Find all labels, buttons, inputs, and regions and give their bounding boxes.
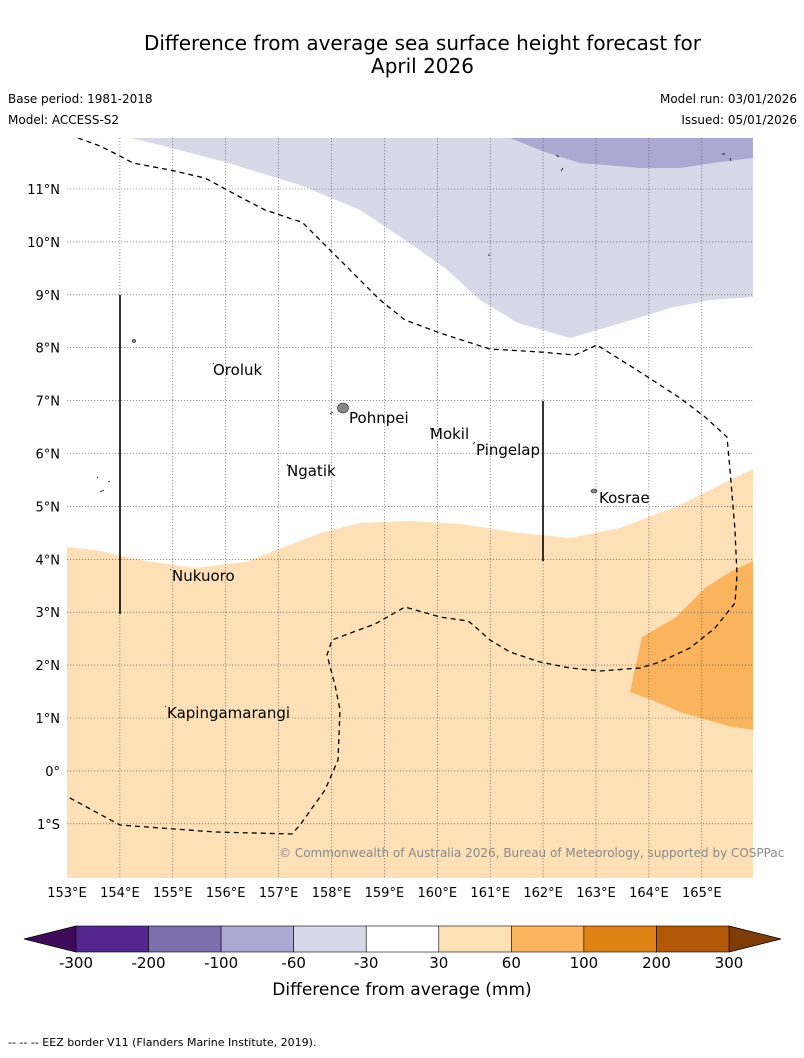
colorbar-above-max bbox=[728, 925, 782, 953]
colorbar-tick-label: -60 bbox=[281, 954, 306, 972]
lon-label: 165°E bbox=[682, 886, 722, 901]
lon-label: 161°E bbox=[470, 886, 510, 901]
lon-label: 159°E bbox=[365, 886, 405, 901]
atoll-marks bbox=[96, 153, 732, 708]
pohnpei-island bbox=[337, 402, 349, 414]
colorbar-segment bbox=[656, 925, 730, 953]
lat-label: 5°N bbox=[36, 500, 61, 515]
chart-title: Difference from average sea surface heig… bbox=[0, 32, 804, 78]
lat-label: 11°N bbox=[27, 183, 60, 198]
lat-label: 1°S bbox=[37, 818, 60, 833]
strong-negative-anomaly-region bbox=[510, 138, 753, 168]
label-pingelap: Pingelap bbox=[476, 441, 540, 459]
lat-label: 8°N bbox=[36, 342, 61, 357]
lat-label: 9°N bbox=[36, 289, 61, 304]
label-pohnpei: Pohnpei bbox=[349, 409, 409, 427]
colorbar-segment bbox=[438, 925, 512, 953]
title-line-2: April 2026 bbox=[371, 54, 474, 78]
small-islets-north bbox=[488, 153, 732, 256]
colorbar-segment bbox=[583, 925, 657, 953]
map-area bbox=[67, 138, 753, 878]
oroluk-atoll bbox=[212, 362, 215, 365]
lon-label: 160°E bbox=[418, 886, 458, 901]
colorbar-tick-label: -200 bbox=[132, 954, 166, 972]
colorbar-segment bbox=[511, 925, 585, 953]
label-kosrae: Kosrae bbox=[599, 489, 650, 507]
colorbar-segments bbox=[75, 925, 730, 953]
lat-label: 10°N bbox=[27, 236, 60, 251]
longitude-labels: 153°E 154°E 155°E 156°E 157°E 158°E 159°E 160°E… bbox=[47, 886, 721, 901]
issued-date: Issued: 05/01/2026 bbox=[681, 113, 797, 127]
lat-label: 0° bbox=[45, 765, 60, 780]
lon-label: 155°E bbox=[153, 886, 193, 901]
lon-label: 154°E bbox=[100, 886, 140, 901]
colorbar-below-min bbox=[23, 925, 77, 953]
lon-label: 158°E bbox=[312, 886, 352, 901]
pingelap-atoll bbox=[472, 441, 476, 445]
lon-label: 164°E bbox=[629, 886, 669, 901]
colorbar-segment bbox=[220, 925, 294, 953]
colorbar-tick-label: 60 bbox=[502, 954, 521, 972]
graticule bbox=[67, 138, 753, 878]
label-ngatik: Ngatik bbox=[287, 462, 336, 480]
islands bbox=[132, 339, 598, 494]
mokil-atoll bbox=[429, 427, 433, 431]
model-run: Model run: 03/01/2026 bbox=[659, 92, 797, 106]
small-islets-west bbox=[96, 476, 111, 493]
lat-label: 2°N bbox=[36, 659, 61, 674]
colorbar-ticks: -300 -200 -100 -60 -30 30 60 100 200 300 bbox=[59, 954, 743, 972]
lon-label: 153°E bbox=[47, 886, 87, 901]
lat-label: 1°N bbox=[36, 712, 61, 727]
colorbar: -300 -200 -100 -60 -30 30 60 100 200 300 Differen… bbox=[23, 925, 782, 1000]
kosrae-island bbox=[590, 488, 598, 494]
colorbar-tick-label: -100 bbox=[204, 954, 238, 972]
colorbar-segment bbox=[75, 925, 149, 953]
colorbar-segment bbox=[293, 925, 367, 953]
latitude-labels: 11°N 10°N 9°N 8°N 7°N 6°N 5°N 4°N 3°N 2°N 1°N 0° 1°S bbox=[27, 183, 60, 833]
lon-label: 156°E bbox=[206, 886, 246, 901]
eez-border-north bbox=[67, 138, 738, 835]
eez-footnote: -- -- -- EEZ border V11 (Flanders Marine… bbox=[8, 1036, 317, 1049]
negative-anomaly-region bbox=[130, 138, 753, 338]
colorbar-tick-label: -300 bbox=[59, 954, 93, 972]
kapingamarangi-atoll bbox=[164, 705, 167, 708]
label-mokil: Mokil bbox=[430, 425, 469, 443]
colorbar-tick-label: 30 bbox=[429, 954, 448, 972]
copyright-notice: © Commonwealth of Australia 2026, Bureau… bbox=[279, 846, 784, 860]
ngatik-atoll bbox=[286, 463, 289, 467]
nukuoro-atoll bbox=[169, 568, 172, 571]
colorbar-tick-label: 300 bbox=[715, 954, 744, 972]
lon-label: 163°E bbox=[576, 886, 616, 901]
colorbar-tick-label: -30 bbox=[354, 954, 379, 972]
colorbar-title: Difference from average (mm) bbox=[272, 980, 531, 1000]
title-line-1: Difference from average sea surface heig… bbox=[143, 31, 702, 55]
lat-label: 7°N bbox=[36, 395, 61, 410]
lat-label: 3°N bbox=[36, 606, 61, 621]
colorbar-segment bbox=[365, 925, 440, 953]
place-labels: Oroluk Pohnpei Mokil Pingelap Ngatik Kos… bbox=[167, 361, 650, 722]
strong-positive-anomaly-region bbox=[630, 561, 753, 730]
label-oroluk: Oroluk bbox=[213, 361, 262, 379]
label-kapingamarangi: Kapingamarangi bbox=[167, 704, 290, 722]
colorbar-tick-label: 100 bbox=[570, 954, 599, 972]
lat-label: 4°N bbox=[36, 553, 61, 568]
lon-label: 157°E bbox=[259, 886, 299, 901]
lat-label: 6°N bbox=[36, 448, 61, 463]
islet bbox=[132, 339, 136, 343]
ant-atoll bbox=[329, 411, 334, 415]
colorbar-tick-label: 200 bbox=[642, 954, 671, 972]
model-name: Model: ACCESS-S2 bbox=[8, 113, 120, 127]
positive-anomaly-region bbox=[67, 469, 753, 878]
label-nukuoro: Nukuoro bbox=[172, 567, 235, 585]
base-period: Base period: 1981-2018 bbox=[8, 92, 153, 106]
lon-label: 162°E bbox=[523, 886, 563, 901]
colorbar-segment bbox=[148, 925, 222, 953]
